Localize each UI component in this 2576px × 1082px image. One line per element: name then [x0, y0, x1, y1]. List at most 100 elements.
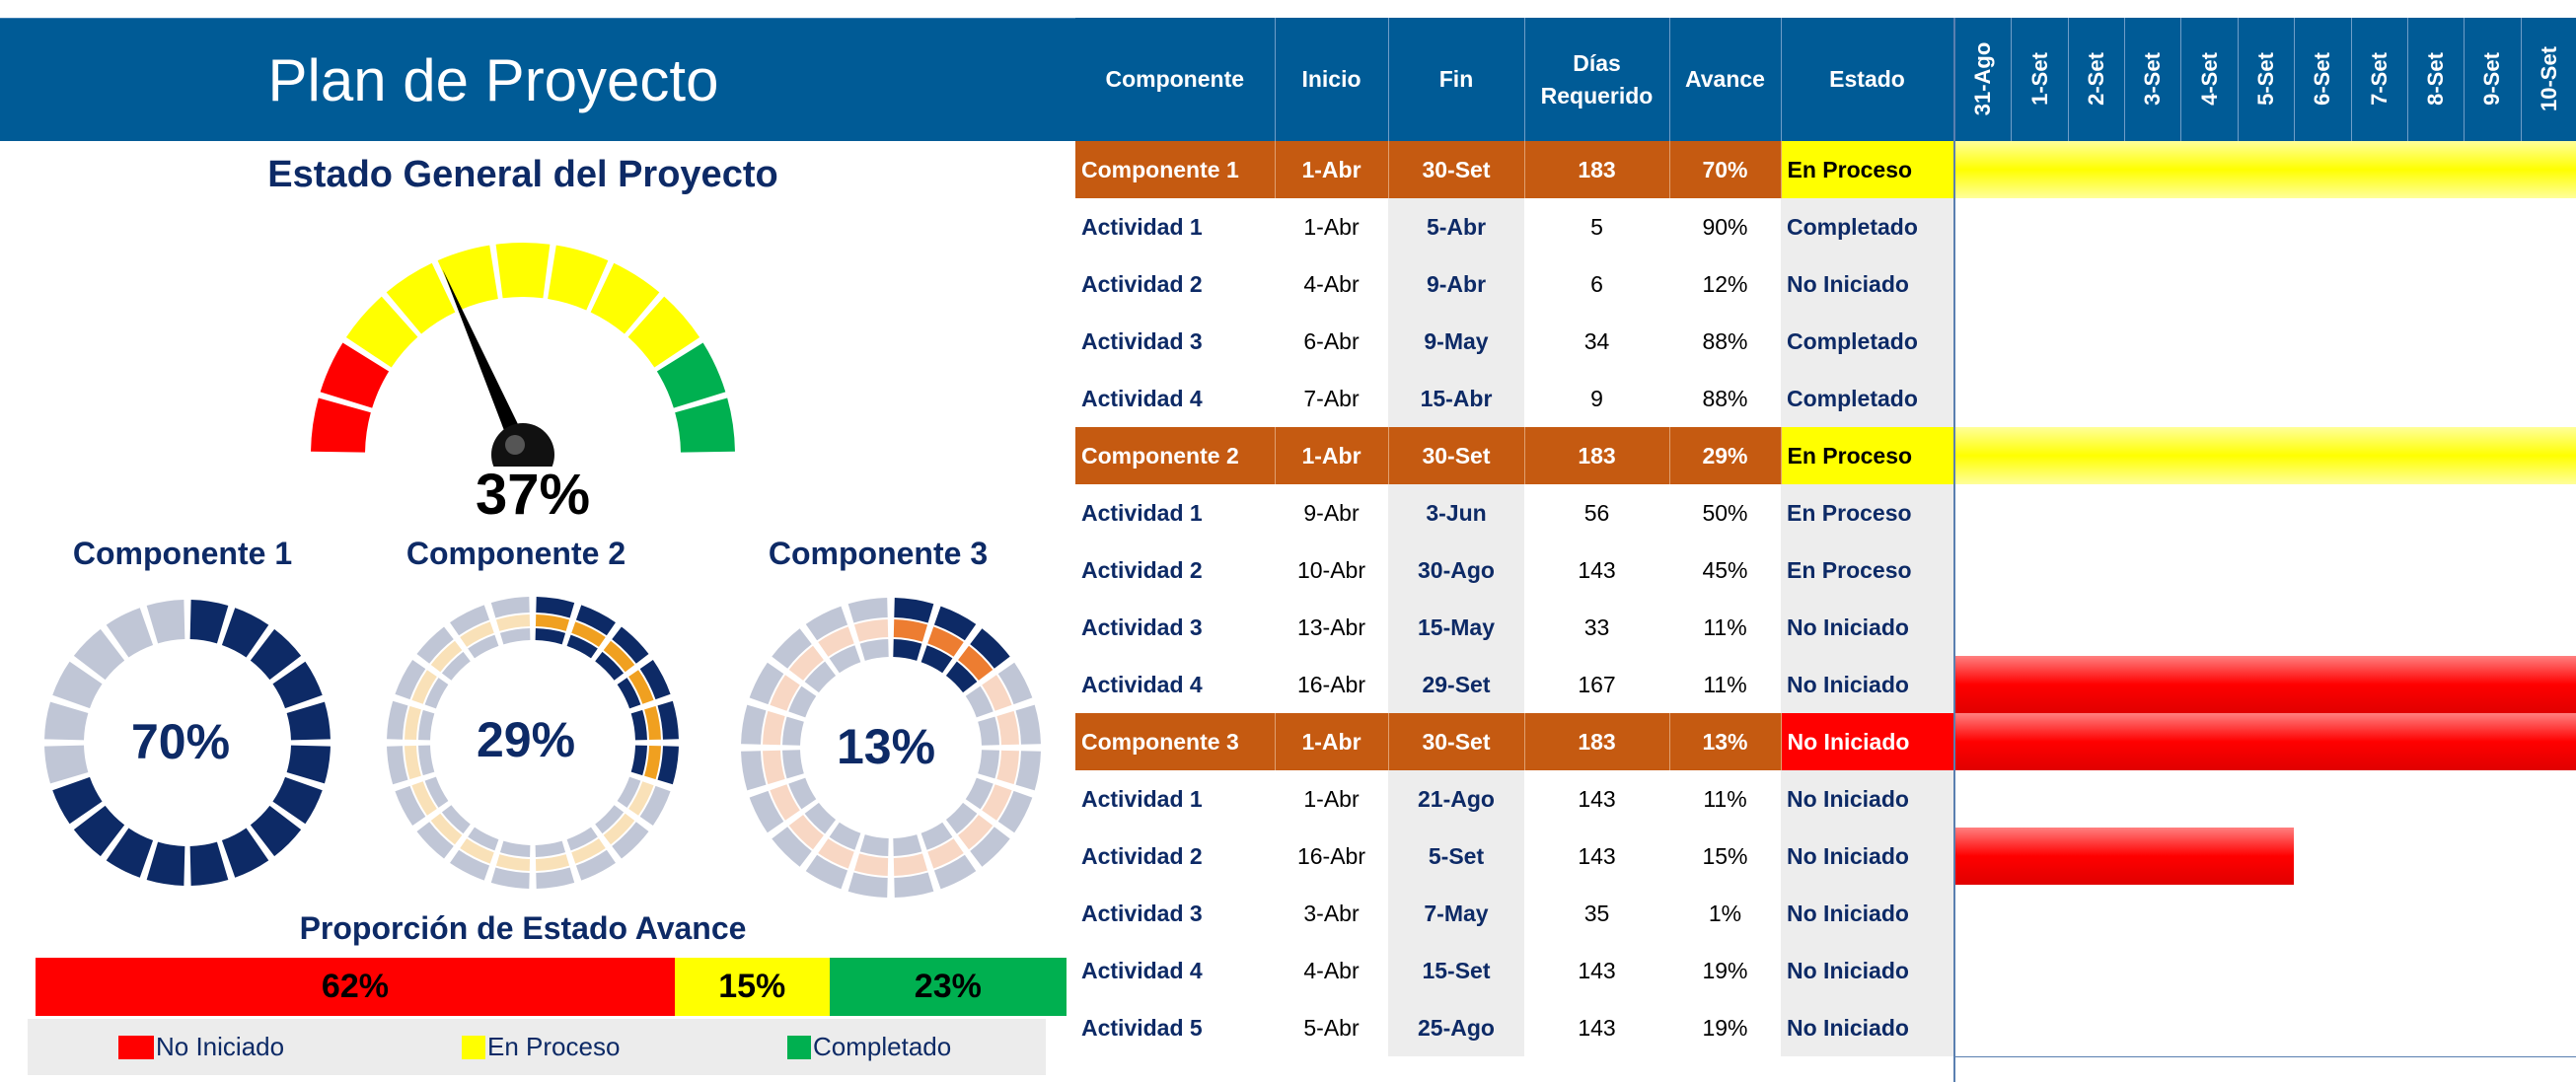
- row-dias[interactable]: 143: [1578, 1014, 1616, 1041]
- row-fin[interactable]: 7-May: [1388, 885, 1524, 942]
- row-avance[interactable]: 88%: [1702, 327, 1748, 354]
- header-inicio[interactable]: Inicio: [1275, 18, 1389, 141]
- row-inicio[interactable]: 5-Abr: [1303, 1014, 1360, 1041]
- row-avance[interactable]: 11%: [1703, 785, 1747, 812]
- row-dias[interactable]: 167: [1578, 671, 1616, 697]
- row-estado[interactable]: Completado: [1781, 370, 1953, 427]
- row-fin[interactable]: 5-Abr: [1388, 198, 1524, 255]
- row-inicio[interactable]: 1-Abr: [1275, 713, 1389, 770]
- row-dias[interactable]: 143: [1578, 842, 1616, 869]
- row-estado[interactable]: Completado: [1781, 198, 1953, 255]
- row-inicio[interactable]: 1-Abr: [1275, 427, 1389, 484]
- row-avance[interactable]: 12%: [1702, 270, 1748, 297]
- row-name[interactable]: Actividad 1: [1081, 785, 1203, 812]
- row-inicio[interactable]: 9-Abr: [1303, 499, 1360, 526]
- activity-row[interactable]: Actividad 1 1-Abr 5-Abr 5 90% Completado: [1075, 198, 1953, 255]
- row-avance[interactable]: 15%: [1702, 842, 1748, 869]
- activity-row[interactable]: Actividad 4 7-Abr 15-Abr 9 88% Completado: [1075, 370, 1953, 427]
- row-estado[interactable]: No Iniciado: [1781, 255, 1953, 313]
- row-inicio[interactable]: 1-Abr: [1275, 141, 1389, 198]
- activity-row[interactable]: Actividad 2 16-Abr 5-Set 143 15% No Iniciado: [1075, 828, 1953, 885]
- row-dias[interactable]: 183: [1524, 141, 1670, 198]
- activity-row[interactable]: Actividad 3 6-Abr 9-May 34 88% Completado: [1075, 313, 1953, 370]
- row-inicio[interactable]: 6-Abr: [1303, 327, 1360, 354]
- row-dias[interactable]: 143: [1578, 957, 1616, 983]
- row-dias[interactable]: 5: [1590, 213, 1603, 240]
- activity-row[interactable]: Actividad 5 5-Abr 25-Ago 143 19% No Iniciado: [1075, 999, 1953, 1056]
- row-inicio[interactable]: 4-Abr: [1303, 270, 1360, 297]
- component-row[interactable]: Componente 1 1-Abr 30-Set 183 70% En Proceso: [1075, 141, 1954, 198]
- row-inicio[interactable]: 16-Abr: [1296, 671, 1366, 697]
- row-inicio[interactable]: 1-Abr: [1303, 213, 1360, 240]
- row-avance[interactable]: 70%: [1669, 141, 1782, 198]
- row-name[interactable]: Actividad 3: [1081, 613, 1203, 640]
- activity-row[interactable]: Actividad 2 10-Abr 30-Ago 143 45% En Proceso: [1075, 541, 1953, 599]
- row-inicio[interactable]: 7-Abr: [1303, 385, 1360, 411]
- row-fin[interactable]: 15-Abr: [1388, 370, 1524, 427]
- row-inicio[interactable]: 1-Abr: [1303, 785, 1360, 812]
- row-name[interactable]: Actividad 2: [1081, 556, 1203, 583]
- row-avance[interactable]: 11%: [1703, 671, 1747, 697]
- row-estado[interactable]: En Proceso: [1781, 484, 1953, 541]
- row-estado[interactable]: No Iniciado: [1781, 770, 1953, 828]
- row-fin[interactable]: 15-May: [1388, 599, 1524, 656]
- row-avance[interactable]: 50%: [1702, 499, 1748, 526]
- row-dias[interactable]: 143: [1578, 785, 1616, 812]
- row-name[interactable]: Actividad 1: [1081, 499, 1203, 526]
- activity-row[interactable]: Actividad 4 4-Abr 15-Set 143 19% No Iniciado: [1075, 942, 1953, 999]
- row-estado[interactable]: En Proceso: [1781, 427, 1954, 484]
- activity-row[interactable]: Actividad 1 1-Abr 21-Ago 143 11% No Iniciado: [1075, 770, 1953, 828]
- row-estado[interactable]: No Iniciado: [1781, 656, 1953, 713]
- row-dias[interactable]: 35: [1583, 900, 1610, 926]
- row-dias[interactable]: 183: [1524, 427, 1670, 484]
- row-avance[interactable]: 19%: [1702, 1014, 1748, 1041]
- row-avance[interactable]: 13%: [1669, 713, 1782, 770]
- row-fin[interactable]: 3-Jun: [1388, 484, 1524, 541]
- row-fin[interactable]: 30-Set: [1388, 427, 1525, 484]
- row-estado[interactable]: En Proceso: [1781, 141, 1954, 198]
- row-name[interactable]: Actividad 4: [1081, 957, 1203, 983]
- row-avance[interactable]: 11%: [1703, 613, 1747, 640]
- row-dias[interactable]: 183: [1524, 713, 1670, 770]
- row-fin[interactable]: 15-Set: [1388, 942, 1524, 999]
- row-fin[interactable]: 30-Set: [1388, 713, 1525, 770]
- row-dias[interactable]: 9: [1590, 385, 1603, 411]
- row-inicio[interactable]: 16-Abr: [1296, 842, 1366, 869]
- header-avance[interactable]: Avance: [1669, 18, 1782, 141]
- row-name[interactable]: Actividad 4: [1081, 385, 1203, 411]
- header-dias[interactable]: Días Requerido: [1524, 18, 1670, 141]
- row-name[interactable]: Actividad 4: [1081, 671, 1203, 697]
- row-name[interactable]: Actividad 3: [1081, 327, 1203, 354]
- activity-row[interactable]: Actividad 4 16-Abr 29-Set 167 11% No Iniciado: [1075, 656, 1953, 713]
- header-estado[interactable]: Estado: [1781, 18, 1954, 141]
- row-inicio[interactable]: 4-Abr: [1303, 957, 1360, 983]
- row-avance[interactable]: 29%: [1669, 427, 1782, 484]
- activity-row[interactable]: Actividad 2 4-Abr 9-Abr 6 12% No Iniciado: [1075, 255, 1953, 313]
- row-name[interactable]: Actividad 2: [1081, 270, 1203, 297]
- row-dias[interactable]: 6: [1590, 270, 1603, 297]
- row-name[interactable]: Actividad 5: [1081, 1014, 1203, 1041]
- row-name[interactable]: Actividad 3: [1081, 900, 1203, 926]
- row-dias[interactable]: 33: [1583, 613, 1610, 640]
- row-dias[interactable]: 143: [1578, 556, 1616, 583]
- row-fin[interactable]: 9-May: [1388, 313, 1524, 370]
- row-fin[interactable]: 29-Set: [1388, 656, 1524, 713]
- row-fin[interactable]: 25-Ago: [1388, 999, 1524, 1056]
- row-estado[interactable]: En Proceso: [1781, 541, 1953, 599]
- row-avance[interactable]: 90%: [1702, 213, 1748, 240]
- row-estado[interactable]: No Iniciado: [1781, 885, 1953, 942]
- row-avance[interactable]: 19%: [1702, 957, 1748, 983]
- row-estado[interactable]: No Iniciado: [1781, 599, 1953, 656]
- activity-row[interactable]: Actividad 3 13-Abr 15-May 33 11% No Iniciado: [1075, 599, 1953, 656]
- row-estado[interactable]: No Iniciado: [1781, 942, 1953, 999]
- row-dias[interactable]: 56: [1583, 499, 1610, 526]
- row-estado[interactable]: No Iniciado: [1781, 713, 1954, 770]
- row-inicio[interactable]: 13-Abr: [1296, 613, 1366, 640]
- header-fin[interactable]: Fin: [1388, 18, 1525, 141]
- activity-row[interactable]: Actividad 3 3-Abr 7-May 35 1% No Iniciado: [1075, 885, 1953, 942]
- row-estado[interactable]: Completado: [1781, 313, 1953, 370]
- row-name[interactable]: Actividad 1: [1081, 213, 1203, 240]
- row-fin[interactable]: 9-Abr: [1388, 255, 1524, 313]
- row-estado[interactable]: No Iniciado: [1781, 828, 1953, 885]
- row-fin[interactable]: 21-Ago: [1388, 770, 1524, 828]
